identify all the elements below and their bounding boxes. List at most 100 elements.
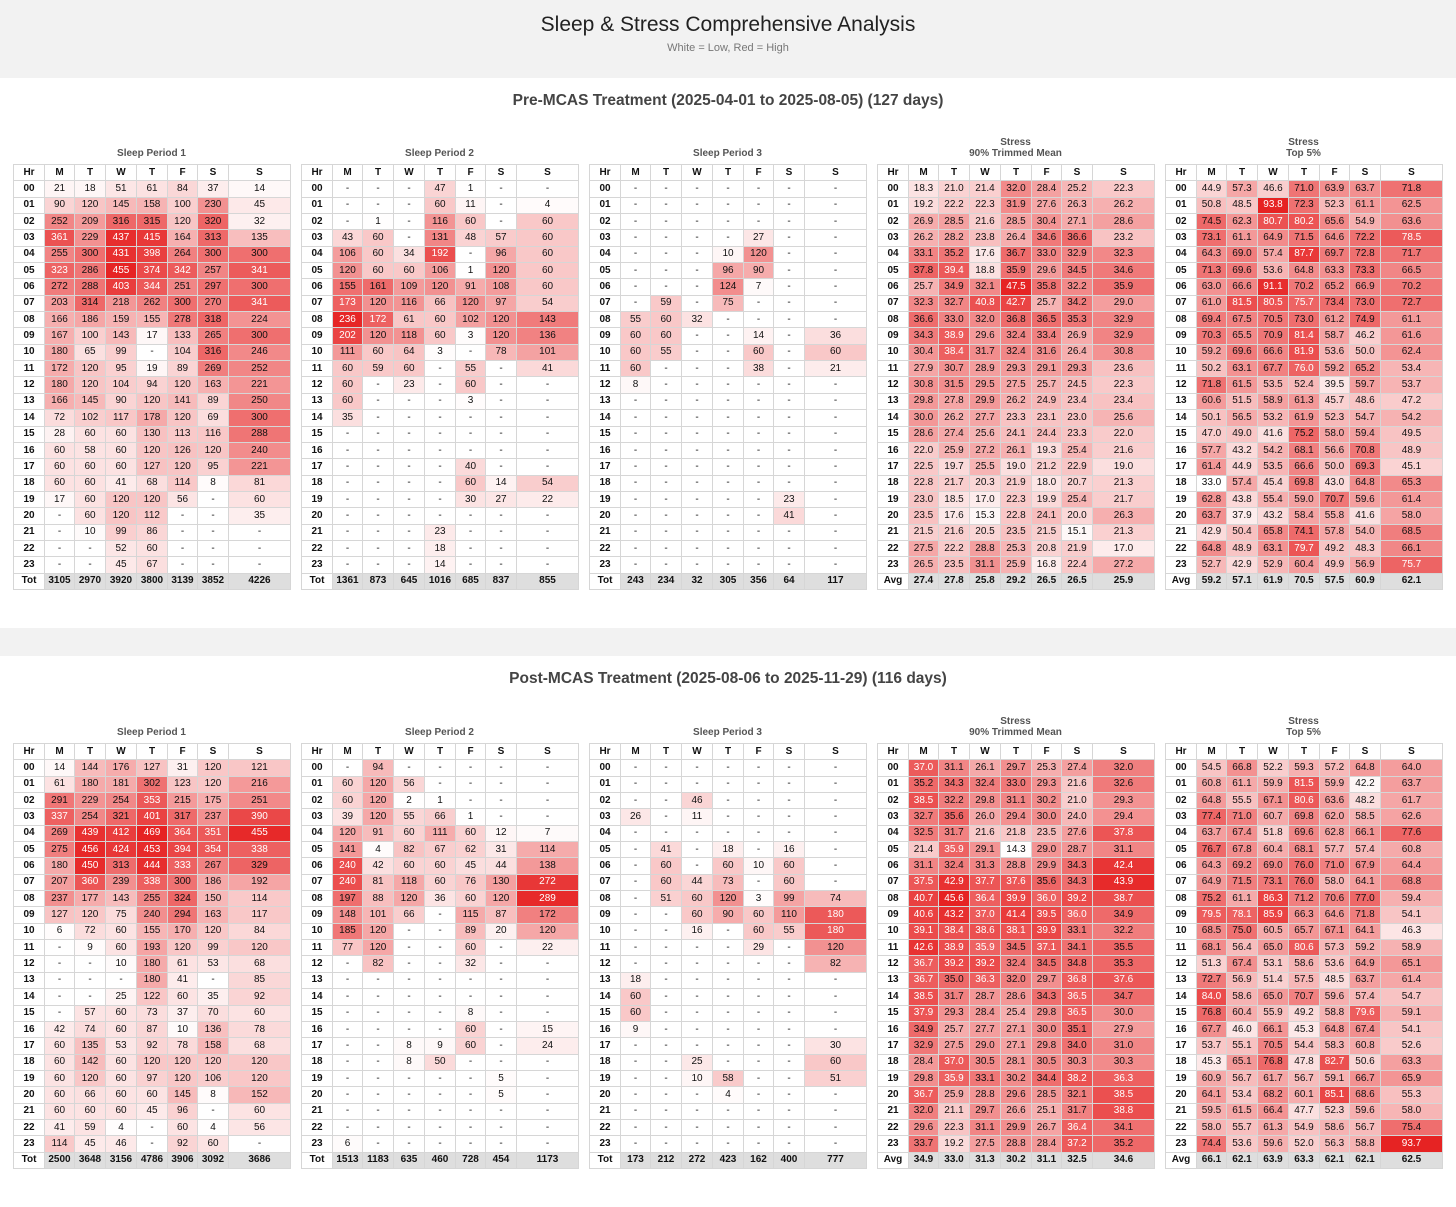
column-total: 59.2 [1196, 572, 1227, 590]
hour-label: 05 [301, 262, 333, 280]
hour-label: 08 [877, 311, 909, 329]
hour-label: 20 [877, 1086, 909, 1104]
heat-cell: - [424, 490, 456, 509]
heat-cell: 59.3 [1288, 759, 1320, 777]
heat-cell: 27.7 [969, 1020, 1001, 1039]
heat-cell: 18.5 [938, 490, 970, 509]
heat-cell: 39.2 [1061, 890, 1093, 908]
heat-cell: - [712, 539, 744, 558]
heat-cell: 5 [485, 1069, 517, 1088]
hour-label: 14 [13, 988, 45, 1006]
heat-cell: 65.2 [1349, 360, 1381, 378]
heat-cell: 73.1 [1257, 873, 1289, 892]
heatmap-panel: Sleep Period 2HrMTWTFSSTot00-94-----9401… [301, 727, 579, 1169]
heat-cell: 202 [332, 327, 363, 345]
heat-cell: 255 [136, 890, 168, 908]
heat-cell: - [362, 1118, 394, 1137]
table-row: 072033142182623002703411908 [13, 294, 291, 313]
column-total: 30.2 [1000, 1151, 1032, 1169]
heat-cell: - [516, 1102, 579, 1120]
heat-cell: 133 [167, 327, 198, 345]
hour-label: 21 [589, 523, 621, 541]
heat-cell: 218 [105, 294, 137, 313]
heat-cell: 390 [228, 808, 291, 826]
heat-cell: 22.9 [1061, 458, 1093, 476]
hour-label: 15 [589, 1004, 621, 1022]
heat-cell: 63.7 [1349, 971, 1381, 990]
heat-cell: 33.0 [1196, 474, 1227, 492]
heat-cell: 56.5 [1226, 409, 1258, 427]
heat-cell: - [712, 180, 744, 198]
heat-cell: - [424, 474, 456, 492]
heat-cell: 26.2 [938, 409, 970, 427]
heat-cell: 60 [332, 376, 363, 394]
heat-cell: 22.8 [908, 474, 939, 492]
heat-cell: 66 [424, 808, 456, 826]
heat-cell: 155 [332, 278, 363, 296]
heat-cell: 60.8 [1380, 841, 1443, 859]
day-header: S [516, 742, 579, 761]
table-row: 10--16-6055180311 [589, 922, 867, 941]
heat-cell: 255 [44, 245, 75, 264]
hour-label: 09 [877, 327, 909, 345]
heat-cell: 66.1 [1349, 824, 1381, 843]
hour-label: 11 [589, 939, 621, 957]
heat-cell: 31.1 [969, 1118, 1001, 1137]
heat-cell: 68.2 [1257, 1086, 1289, 1104]
heat-cell: - [485, 939, 517, 957]
heat-cell: 180 [44, 376, 75, 394]
heat-cell: 60 [332, 360, 363, 378]
heat-cell: 72.3 [1288, 196, 1320, 215]
heat-cell: - [332, 523, 363, 541]
heat-cell: 52.0 [1288, 1135, 1320, 1153]
heat-cell: 398 [136, 245, 168, 264]
column-total: 63.9 [1257, 1151, 1289, 1169]
panel-title: Sleep Period 3 [589, 727, 866, 738]
heat-cell: 18 [424, 539, 456, 558]
heat-cell: - [743, 1004, 774, 1022]
heat-cell: 120 [332, 824, 363, 843]
column-total: 635 [393, 1151, 425, 1169]
heat-cell: - [167, 523, 198, 541]
heat-cell: - [455, 971, 486, 990]
heat-cell: 32.0 [1092, 759, 1155, 777]
hour-label: 22 [1165, 539, 1197, 558]
heat-cell: - [712, 759, 744, 777]
heat-cell: 78.5 [1380, 229, 1443, 247]
column-total: 32.5 [1061, 1151, 1093, 1169]
heat-cell: 50.1 [1196, 409, 1227, 427]
day-header: S [1349, 742, 1381, 761]
hour-label: 15 [877, 1004, 909, 1022]
table-row: 01-------- [589, 775, 867, 794]
heat-cell: 35.2 [908, 775, 939, 794]
hour-label: 02 [877, 792, 909, 810]
hour-label: 21 [1165, 1102, 1197, 1120]
hour-label: 18 [877, 474, 909, 492]
heat-cell: 60.8 [1196, 775, 1227, 794]
hour-label: 22 [589, 1118, 621, 1137]
heat-cell: 41 [650, 841, 682, 859]
heat-cell: - [455, 1102, 486, 1120]
totals-row: Avg 66.1 62.1 63.9 63.3 62.1 62.1 62.5 [1165, 1151, 1443, 1169]
heat-cell: 29.8 [1031, 1004, 1062, 1022]
heat-cell: 209 [74, 213, 106, 231]
heat-cell: - [620, 775, 651, 794]
heat-cell: 77 [332, 939, 363, 957]
hour-label: 17 [13, 458, 45, 476]
heat-cell: 29.4 [1092, 808, 1155, 826]
hour-label: 06 [589, 278, 621, 296]
heat-cell: 72.7 [1196, 971, 1227, 990]
heat-cell: - [773, 441, 805, 460]
heat-cell: - [650, 955, 682, 973]
heat-cell: - [516, 792, 579, 810]
